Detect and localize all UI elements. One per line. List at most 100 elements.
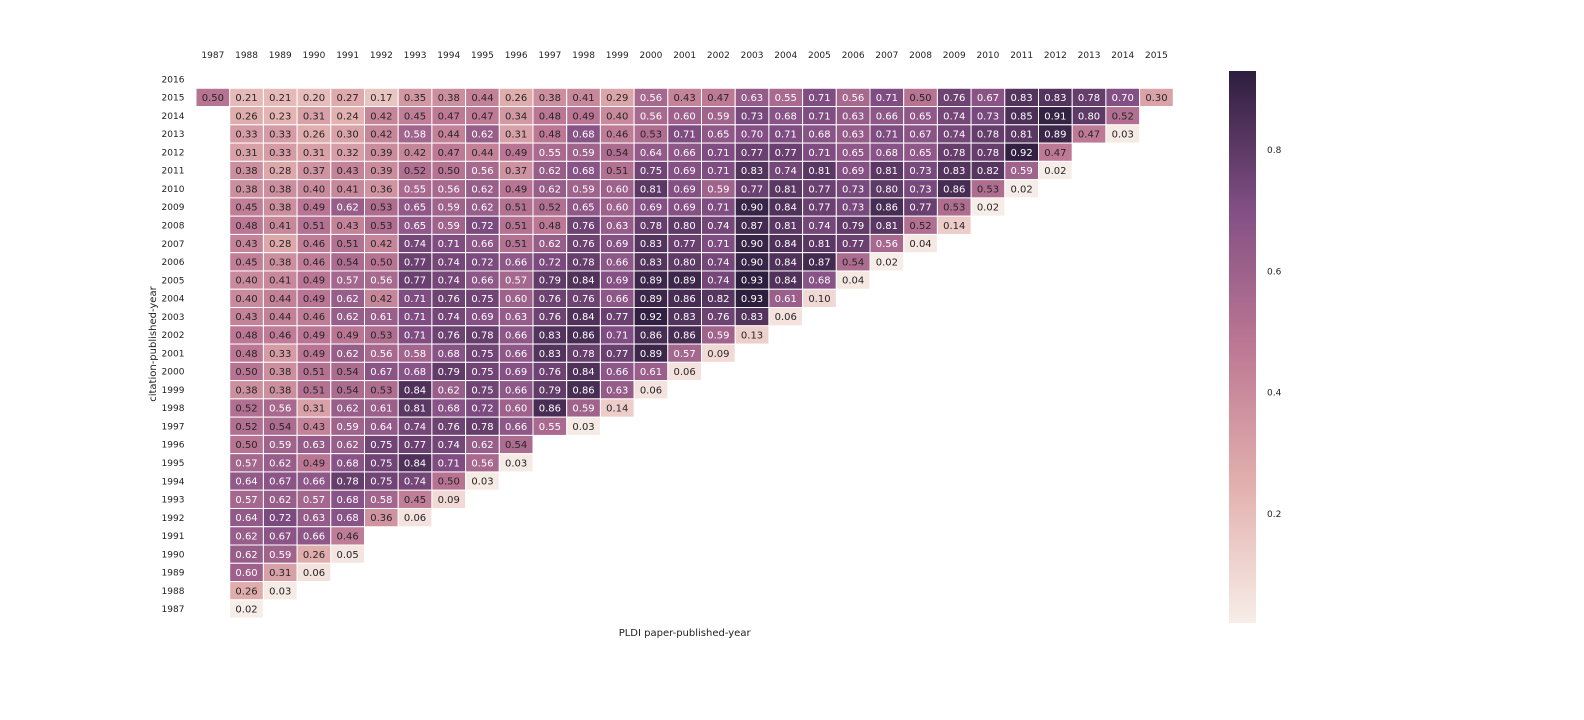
cell-value-label: 0.73 — [909, 166, 931, 177]
cell-value-label: 0.66 — [674, 148, 696, 159]
heatmap-cell — [936, 215, 972, 235]
cell-value-label: 0.33 — [269, 130, 291, 141]
cell-value-label: 0.62 — [539, 239, 561, 250]
x-tick-label: 2007 — [875, 51, 898, 61]
cell-value-label: 0.71 — [707, 148, 729, 159]
cell-value-label: 0.81 — [808, 239, 830, 250]
cell-value-label: 0.90 — [741, 239, 763, 250]
cell-value-label: 0.43 — [337, 221, 359, 232]
cell-value-label: 0.80 — [876, 184, 898, 195]
y-tick-label: 2010 — [162, 185, 185, 195]
cell-value-label: 0.59 — [572, 184, 594, 195]
cell-value-label: 0.53 — [370, 203, 392, 214]
cell-value-label: 0.05 — [337, 550, 359, 561]
cell-value-label: 0.06 — [640, 385, 662, 396]
cell-value-label: 0.27 — [337, 93, 359, 104]
cell-value-label: 0.86 — [674, 331, 696, 342]
cell-value-label: 0.71 — [808, 111, 830, 122]
cell-value-label: 0.62 — [539, 166, 561, 177]
cell-value-label: 0.26 — [505, 93, 527, 104]
x-tick-label: 1996 — [505, 51, 528, 61]
cell-value-label: 0.62 — [539, 184, 561, 195]
cell-value-label: 0.66 — [505, 257, 527, 268]
cell-value-label: 0.74 — [707, 221, 729, 232]
cell-value-label: 0.68 — [572, 130, 594, 141]
cell-value-label: 0.42 — [370, 294, 392, 305]
cell-value-label: 0.45 — [404, 495, 426, 506]
cell-value-label: 0.29 — [606, 93, 628, 104]
heatmap-cell — [1038, 160, 1073, 181]
cell-value-label: 0.81 — [404, 404, 426, 415]
cell-value-label: 0.56 — [876, 239, 898, 250]
cell-value-label: 0.73 — [741, 111, 763, 122]
heatmap-cell — [869, 252, 905, 272]
cell-value-label: 0.33 — [269, 148, 291, 159]
heatmap-cell — [802, 288, 837, 309]
y-tick-label: 1997 — [162, 422, 185, 432]
x-tick-label: 2006 — [842, 51, 865, 61]
cell-value-label: 0.52 — [1112, 111, 1134, 122]
cell-value-label: 0.02 — [235, 605, 257, 616]
cell-value-label: 0.76 — [539, 312, 561, 323]
cell-value-label: 0.38 — [269, 385, 291, 396]
cell-value-label: 0.33 — [235, 130, 257, 141]
cell-value-label: 0.68 — [337, 495, 359, 506]
cell-value-label: 0.72 — [539, 257, 561, 268]
cell-value-label: 0.53 — [977, 184, 999, 195]
cell-value-label: 0.84 — [775, 276, 797, 287]
cell-value-label: 0.71 — [404, 294, 426, 305]
heatmap-cell — [1105, 124, 1141, 144]
cell-value-label: 0.47 — [471, 111, 493, 122]
cell-value-label: 0.49 — [303, 276, 325, 287]
heatmap-cell — [262, 581, 298, 601]
cell-value-label: 0.49 — [505, 184, 527, 195]
cell-value-label: 0.78 — [1078, 93, 1100, 104]
x-tick-label: 1990 — [302, 51, 325, 61]
cell-value-label: 0.56 — [640, 111, 662, 122]
cell-value-label: 0.63 — [842, 130, 864, 141]
cell-value-label: 0.71 — [876, 130, 898, 141]
cell-value-label: 0.78 — [977, 130, 999, 141]
cell-value-label: 0.66 — [505, 385, 527, 396]
cell-value-label: 0.66 — [606, 257, 628, 268]
cell-value-label: 0.52 — [539, 203, 561, 214]
cell-value-label: 0.50 — [438, 477, 460, 488]
cell-value-label: 0.46 — [303, 257, 325, 268]
cell-value-label: 0.30 — [337, 130, 359, 141]
cell-value-label: 0.26 — [303, 550, 325, 561]
y-tick-label: 1999 — [162, 386, 185, 396]
cell-value-label: 0.56 — [640, 93, 662, 104]
cell-value-label: 0.41 — [269, 221, 291, 232]
y-tick-label: 1989 — [162, 569, 185, 579]
cell-value-label: 0.26 — [235, 111, 257, 122]
cell-value-label: 0.45 — [235, 257, 257, 268]
cell-value-label: 0.51 — [303, 367, 325, 378]
cell-value-label: 0.43 — [303, 422, 325, 433]
cell-value-label: 0.48 — [539, 130, 561, 141]
cell-value-label: 0.65 — [909, 148, 931, 159]
y-tick-label: 1994 — [162, 477, 185, 487]
cell-value-label: 0.83 — [640, 239, 662, 250]
cell-value-label: 0.10 — [808, 294, 830, 305]
cell-value-label: 0.57 — [674, 349, 696, 360]
x-tick-label: 1992 — [370, 51, 393, 61]
cell-value-label: 0.61 — [775, 294, 797, 305]
cell-value-label: 0.62 — [337, 294, 359, 305]
heatmap-cell — [768, 307, 804, 327]
cell-value-label: 0.43 — [337, 166, 359, 177]
cell-value-label: 0.65 — [404, 221, 426, 232]
cell-value-label: 0.66 — [505, 422, 527, 433]
cell-value-label: 0.74 — [438, 257, 460, 268]
cell-value-label: 0.48 — [539, 111, 561, 122]
cell-value-label: 0.89 — [640, 276, 662, 287]
cell-value-label: 0.60 — [674, 111, 696, 122]
cell-value-label: 0.45 — [404, 111, 426, 122]
cell-value-label: 0.66 — [505, 331, 527, 342]
heatmap-cell — [970, 197, 1006, 217]
cell-value-label: 0.83 — [741, 166, 763, 177]
cell-value-label: 0.52 — [404, 166, 426, 177]
cell-value-label: 0.78 — [471, 422, 493, 433]
cell-value-label: 0.06 — [303, 568, 325, 579]
cell-value-label: 0.60 — [235, 568, 257, 579]
cell-value-label: 0.79 — [842, 221, 864, 232]
